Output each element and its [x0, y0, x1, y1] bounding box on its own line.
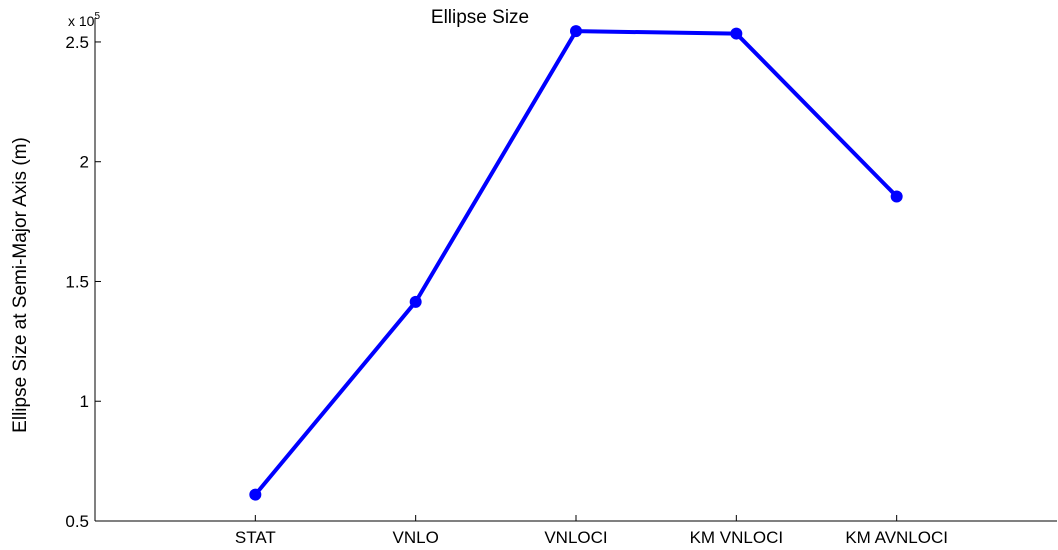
- y-axis-exponent-power: 5: [94, 11, 100, 22]
- y-tick-label: 2: [80, 153, 89, 172]
- data-point: [890, 190, 903, 203]
- y-axis-label: Ellipse Size at Semi-Major Axis (m): [10, 137, 31, 433]
- y-tick-label: 2.5: [65, 33, 89, 52]
- x-tick-label: KM VNLOCI: [690, 528, 784, 547]
- x-tick-label: KM AVNLOCI: [845, 528, 948, 547]
- y-tick-label: 1.5: [65, 272, 89, 291]
- y-tick-label: 1: [80, 392, 89, 411]
- x-tick-label: VNLO: [393, 528, 439, 547]
- data-point: [570, 25, 582, 38]
- series-layer: [249, 25, 903, 501]
- x-tick-label: STAT: [235, 528, 276, 547]
- y-axis-exponent-base: x 10: [68, 13, 95, 29]
- y-axis-exponent: x 105: [68, 11, 100, 29]
- y-tick-label: 0.5: [65, 512, 89, 531]
- series-line: [253, 29, 899, 497]
- y-ticks: 0.5 1 1.5 2 2.5: [65, 33, 101, 531]
- data-point: [409, 295, 422, 308]
- data-point: [730, 27, 743, 40]
- chart-title: Ellipse Size: [431, 7, 529, 28]
- x-ticks: STAT VNLO VNLOCI KM VNLOCI KM AVNLOCI: [235, 515, 948, 547]
- data-point: [249, 488, 262, 501]
- x-tick-label: VNLOCI: [544, 528, 607, 547]
